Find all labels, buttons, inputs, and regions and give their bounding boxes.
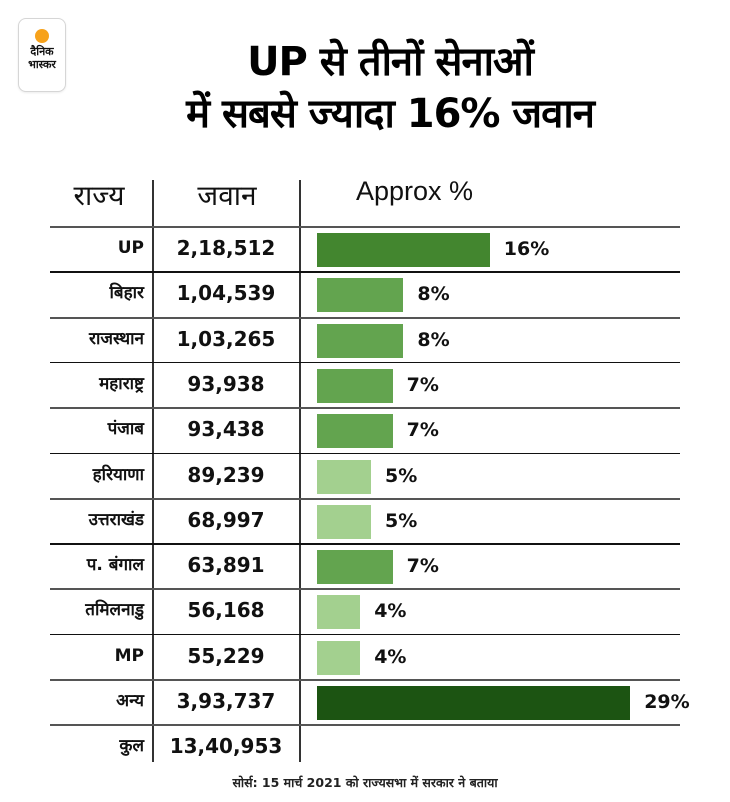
table-row: पंजाब 93,438 7% <box>50 407 680 452</box>
bar <box>317 323 404 358</box>
title-line2: में सबसे ज्यादा 16% जवान <box>186 91 595 137</box>
table-row: राजस्थान 1,03,265 8% <box>50 316 680 362</box>
state-label: पंजाब <box>107 419 144 440</box>
table-row: अन्य 3,93,737 29% <box>50 679 690 724</box>
row-separator <box>50 543 680 545</box>
source-note: सोर्स: 15 मार्च 2021 को राज्यसभा में सरक… <box>232 775 498 790</box>
row-separator <box>50 271 680 273</box>
bar <box>317 233 490 267</box>
bar-value-label: 5% <box>385 509 418 532</box>
row-separator <box>50 588 680 591</box>
state-label: UP <box>117 238 144 258</box>
soldier-count: 93,438 <box>187 417 265 442</box>
bar-value-label: 8% <box>417 328 450 351</box>
dainik-bhaskar-logo: दैनिक भास्कर <box>18 18 66 92</box>
total-label: कुल <box>119 736 144 757</box>
table-row: बिहार 1,04,539 8% <box>50 271 680 316</box>
state-label: महाराष्ट्र <box>99 373 144 394</box>
bar <box>317 504 371 539</box>
table-row: प. बंगाल 63,891 7% <box>50 543 680 588</box>
bar-value-label: 16% <box>503 238 550 260</box>
bar-value-label: 29% <box>644 691 690 713</box>
soldier-count: 56,168 <box>187 598 265 623</box>
state-label: तमिलनाडु <box>85 600 144 621</box>
column-header-count: जवान <box>197 179 257 212</box>
column-header-percent: Approx % <box>356 176 474 206</box>
bar <box>317 414 393 449</box>
table-row: UP 2,18,512 16% <box>50 226 680 271</box>
row-separator <box>50 633 680 636</box>
soldier-count: 2,18,512 <box>176 236 276 260</box>
state-label: MP <box>114 645 144 666</box>
bar <box>317 368 393 403</box>
soldier-count: 1,03,265 <box>176 326 276 351</box>
bar-value-label: 7% <box>406 419 439 442</box>
row-separator <box>50 407 680 410</box>
column-divider-1 <box>152 180 154 762</box>
chart-title: UP से तीनों सेनाओं में सबसे ज्यादा 16% ज… <box>90 36 690 140</box>
bar <box>317 459 371 494</box>
bar <box>317 686 631 720</box>
column-divider-2 <box>299 180 301 762</box>
bar-value-label: 4% <box>374 645 407 668</box>
bar <box>317 595 361 630</box>
bar-value-label: 8% <box>417 283 450 306</box>
bar <box>317 278 404 313</box>
bar <box>317 550 393 585</box>
bar-value-label: 5% <box>385 464 418 487</box>
soldier-count: 55,229 <box>187 643 265 668</box>
state-label: प. बंगाल <box>86 555 144 576</box>
table-row: उत्तराखंड 68,997 5% <box>50 497 680 543</box>
table-row: MP 55,229 4% <box>50 633 680 679</box>
soldier-count: 3,93,737 <box>176 689 276 713</box>
title-line1: UP से तीनों सेनाओं <box>247 39 534 85</box>
state-label: उत्तराखंड <box>88 509 144 530</box>
total-row: कुल 13,40,953 <box>50 724 680 769</box>
soldier-count: 89,239 <box>187 462 265 487</box>
soldier-count: 63,891 <box>187 553 265 578</box>
state-label: हरियाणा <box>92 464 144 485</box>
soldier-count: 1,04,539 <box>176 281 276 306</box>
row-separator <box>50 724 680 727</box>
total-count: 13,40,953 <box>169 734 283 759</box>
row-separator <box>50 316 680 319</box>
table-row: तमिलनाडु 56,168 4% <box>50 588 680 633</box>
bar-value-label: 7% <box>406 373 439 396</box>
bar <box>317 640 361 675</box>
table-row: महाराष्ट्र 93,938 7% <box>50 361 680 407</box>
state-label: अन्य <box>116 691 144 711</box>
soldier-count: 68,997 <box>187 507 265 532</box>
soldier-count: 93,938 <box>187 371 265 396</box>
row-separator <box>50 452 680 454</box>
logo-text-line1: दैनिक <box>30 45 54 58</box>
table-row: हरियाणा 89,239 5% <box>50 452 680 498</box>
sun-logo-icon <box>35 29 49 43</box>
state-label: बिहार <box>109 283 145 304</box>
row-separator <box>50 679 680 681</box>
column-header-state: राज्य <box>73 179 125 212</box>
row-separator <box>50 226 680 228</box>
logo-text-line2: भास्कर <box>28 58 56 71</box>
bar-value-label: 4% <box>374 600 407 623</box>
row-separator <box>50 361 680 364</box>
bar-value-label: 7% <box>406 555 439 578</box>
state-label: राजस्थान <box>89 328 144 349</box>
row-separator <box>50 497 680 500</box>
